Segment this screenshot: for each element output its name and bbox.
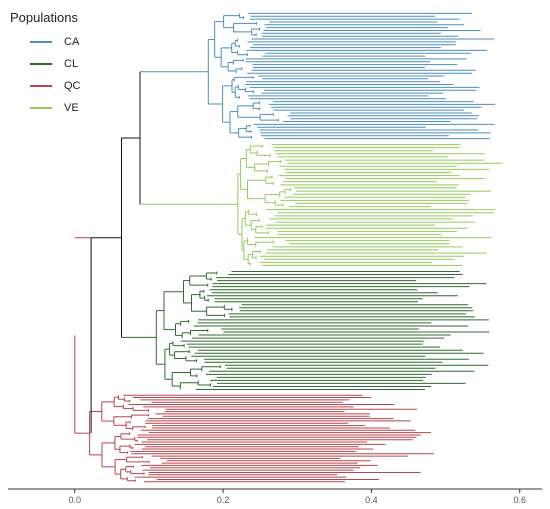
x-tick-label: 0.0: [68, 495, 81, 505]
legend-label-ca: CA: [64, 36, 80, 48]
legend-swatch-ca: [30, 41, 52, 43]
legend-label-cl: CL: [64, 58, 79, 70]
legend-label-ve: VE: [64, 102, 79, 114]
legend-swatch-ve: [30, 107, 52, 109]
x-tick-label: 0.6: [513, 495, 526, 505]
x-tick-label: 0.4: [365, 495, 378, 505]
legend-title: Populations: [10, 10, 78, 25]
legend-item-ca: CA: [10, 31, 81, 53]
x-tick-label: 0.2: [217, 495, 230, 505]
legend-item-ve: VE: [10, 97, 81, 119]
legend-item-qc: QC: [10, 75, 81, 97]
legend: Populations CA CL QC VE: [10, 10, 81, 119]
legend-swatch-qc: [30, 85, 52, 87]
legend-label-qc: QC: [64, 80, 81, 92]
tree-branches: [74, 12, 503, 483]
legend-item-cl: CL: [10, 53, 81, 75]
legend-swatch-cl: [30, 63, 52, 65]
x-axis: 0.0 0.2 0.4 0.6: [8, 488, 542, 505]
